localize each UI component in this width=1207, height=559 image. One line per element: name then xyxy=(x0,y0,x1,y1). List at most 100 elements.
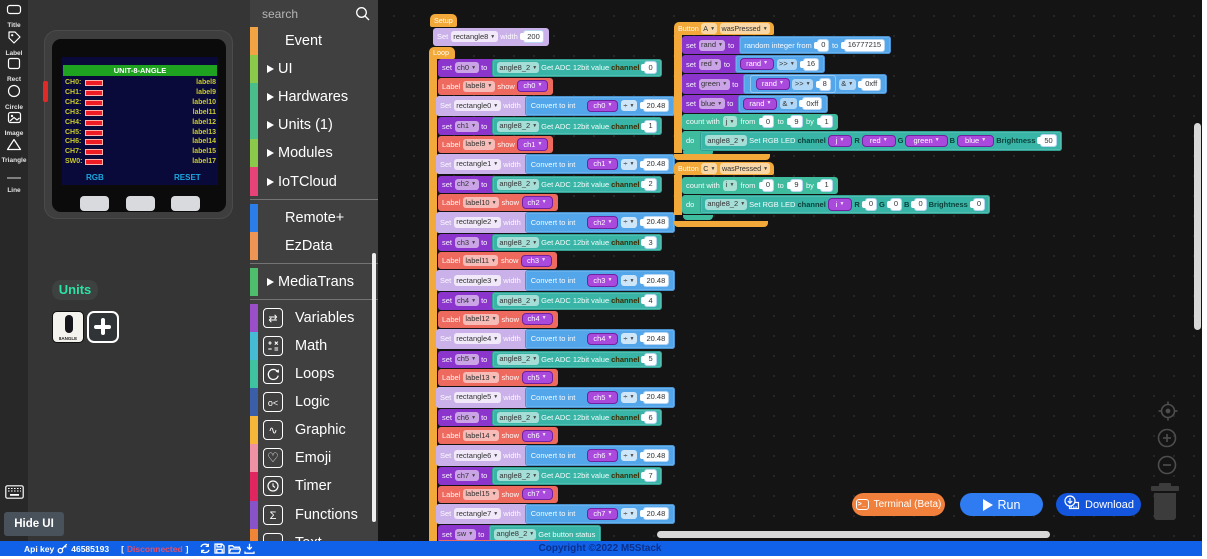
variable-block[interactable]: ch2 ▼ xyxy=(521,196,553,209)
tool-label[interactable]: Label xyxy=(0,30,28,57)
number-field[interactable]: 6 xyxy=(641,411,657,425)
dropdown-field[interactable]: angle8_2 ▼ xyxy=(497,178,540,190)
number-field[interactable]: 8 xyxy=(815,77,831,91)
block-set-ch0[interactable]: set ch0 ▼ to angle8_2 ▼ Get ADC 12bit value cha… xyxy=(438,59,663,77)
dropdown-field[interactable]: rectangle0 ▼ xyxy=(453,100,501,112)
variable-block[interactable]: ch1 ▼ xyxy=(517,138,549,151)
terminal-button[interactable]: >_ Terminal (Beta) xyxy=(852,493,945,516)
device-button-a[interactable] xyxy=(80,196,109,211)
dropdown-field[interactable]: green ▼ xyxy=(698,78,730,90)
number-field[interactable]: 20.48 xyxy=(639,390,670,404)
block-count-with-i[interactable]: count with i ▼ from 0 to 9 by 1 xyxy=(682,177,838,194)
value-block[interactable]: Convert to int ch7 ▼ ÷ ▼ 20.48 xyxy=(525,503,675,525)
number-field[interactable]: 5 xyxy=(641,352,657,366)
value-block[interactable]: angle8_2 ▼ Get ADC 12bit value channel 7 xyxy=(491,467,663,485)
dropdown-field[interactable]: C ▼ xyxy=(701,163,718,174)
palette-item-event[interactable]: Event xyxy=(250,27,378,56)
blockly-workspace[interactable]: Setup Set rectangle8 ▼ width 200 Loop set ch0 ▼ to… xyxy=(378,0,1202,541)
variable-block[interactable]: rand ▼ xyxy=(755,77,790,91)
variable-block[interactable]: j ▼ xyxy=(827,134,853,147)
dropdown-field[interactable]: label10 ▼ xyxy=(462,197,500,209)
dropdown-field[interactable]: ch3 ▼ xyxy=(454,237,479,249)
variable-block[interactable]: i ▼ xyxy=(827,198,853,211)
block-set-ch5[interactable]: set ch5 ▼ to angle8_2 ▼ Get ADC 12bit value cha… xyxy=(438,350,663,368)
palette-item-text[interactable]: a= Text xyxy=(250,528,378,541)
dropdown-field[interactable]: rectangle3 ▼ xyxy=(453,275,501,287)
value-block[interactable]: Convert to int ch5 ▼ ÷ ▼ 20.48 xyxy=(525,387,675,408)
dropdown-field[interactable]: ch2 ▼ xyxy=(454,178,479,190)
variable-block[interactable]: ch6 ▼ xyxy=(587,449,619,462)
dropdown-field[interactable]: angle8_2 ▼ xyxy=(497,237,540,249)
number-field[interactable]: 2 xyxy=(641,177,657,191)
dropdown-field[interactable]: i ▼ xyxy=(723,179,737,191)
hide-ui-button[interactable]: Hide UI xyxy=(4,512,64,536)
number-field[interactable]: 0 xyxy=(969,197,985,211)
block-label10-show[interactable]: Label label10 ▼ show ch2 ▼ xyxy=(438,194,558,212)
value-block[interactable]: angle8_2 ▼ Get ADC 12bit value channel 4 xyxy=(491,292,663,310)
dropdown-field[interactable]: rand ▼ xyxy=(698,39,726,51)
variable-block[interactable]: ch7 ▼ xyxy=(587,507,619,521)
dropdown-field[interactable]: sw ▼ xyxy=(454,528,476,540)
dropdown-field[interactable]: red ▼ xyxy=(698,58,722,70)
value-block[interactable]: Convert to int ch6 ▼ ÷ ▼ 20.48 xyxy=(525,445,675,466)
value-block[interactable]: angle8_2 ▼ Get ADC 12bit value channel 5 xyxy=(491,350,663,368)
value-block[interactable]: angle8_2 ▼ Set RGB LED channel i ▼ R 0 G 0 B 0 Brigh… xyxy=(699,194,991,214)
variable-block[interactable]: ch4 ▼ xyxy=(587,332,619,346)
value-block[interactable]: angle8_2 ▼ Get ADC 12bit value channel 6 xyxy=(491,408,663,427)
block-label15-show[interactable]: Label label15 ▼ show ch7 ▼ xyxy=(438,485,558,503)
number-field[interactable]: 20.48 xyxy=(639,157,670,171)
palette-scrollbar[interactable] xyxy=(372,253,376,522)
palette-item-ui[interactable]: UI xyxy=(250,55,378,84)
number-field[interactable]: 7 xyxy=(641,469,657,483)
block-set-rectangle2-width[interactable]: Set rectangle2 ▼ width Convert to int ch2 ▼ ÷ ▼ 2… xyxy=(436,212,675,233)
number-field[interactable]: 20.48 xyxy=(639,99,670,113)
block-set-red[interactable]: set red ▼ to rand ▼ >> ▼ 16 xyxy=(682,55,825,73)
variable-block[interactable]: ch1 ▼ xyxy=(587,157,619,171)
dropdown-field[interactable]: & ▼ xyxy=(779,98,797,110)
block-set-ch1[interactable]: set ch1 ▼ to angle8_2 ▼ Get ADC 12bit value cha… xyxy=(438,117,663,135)
dropdown-field[interactable]: label9 ▼ xyxy=(462,138,495,150)
block-set-ch3[interactable]: set ch3 ▼ to angle8_2 ▼ Get ADC 12bit value cha… xyxy=(438,233,663,252)
block-set-rand[interactable]: set rand ▼ to random integer from 0 to 16777215 xyxy=(682,36,891,54)
block-set-rgb-led-c[interactable]: do angle8_2 ▼ Set RGB LED channel i ▼ R 0 G 0 B 0 Bri… xyxy=(682,194,991,214)
tool-rect[interactable]: Rect xyxy=(0,57,28,83)
palette-item-graphic[interactable]: ∿ Graphic xyxy=(250,416,378,445)
variable-block[interactable]: rand ▼ xyxy=(743,97,778,110)
number-field[interactable]: 0 xyxy=(814,38,830,52)
dropdown-field[interactable]: ÷ ▼ xyxy=(620,275,637,287)
dropdown-field[interactable]: ch4 ▼ xyxy=(454,295,479,307)
number-field[interactable]: 9 xyxy=(787,115,803,129)
number-field[interactable]: 9 xyxy=(787,178,803,192)
variable-block[interactable]: red ▼ xyxy=(861,134,896,147)
block-set-green[interactable]: set green ▼ to rand ▼ >> ▼ 8 & ▼ 0xff xyxy=(682,74,887,94)
variable-block[interactable]: green ▼ xyxy=(905,134,948,147)
dropdown-field[interactable]: wasPressed ▼ xyxy=(719,163,771,174)
dropdown-field[interactable]: rectangle5 ▼ xyxy=(453,391,501,403)
number-field[interactable]: 20.48 xyxy=(639,449,670,463)
dropdown-field[interactable]: angle8_2 ▼ xyxy=(497,353,540,365)
block-button-c-header[interactable]: Button C ▼ wasPressed ▼ xyxy=(674,162,775,175)
block-label12-show[interactable]: Label label12 ▼ show ch4 ▼ xyxy=(438,310,558,328)
add-unit-button[interactable] xyxy=(87,311,119,343)
dropdown-field[interactable]: angle8_2 ▼ xyxy=(497,295,540,307)
block-set-rectangle0-width[interactable]: Set rectangle0 ▼ width Convert to int ch0 ▼ ÷ ▼ 2… xyxy=(436,95,675,116)
value-block[interactable]: angle8_2 ▼ Get button status xyxy=(488,525,601,541)
variable-block[interactable]: ch3 ▼ xyxy=(587,274,619,287)
palette-item-ezdata[interactable]: EzData xyxy=(250,231,378,260)
number-field[interactable]: 20.48 xyxy=(639,215,670,229)
zoom-out-icon[interactable] xyxy=(1156,454,1182,481)
dropdown-field[interactable]: label15 ▼ xyxy=(462,488,500,500)
dropdown-field[interactable]: ch1 ▼ xyxy=(454,120,479,132)
block-set-blue[interactable]: set blue ▼ to rand ▼ & ▼ 0xff xyxy=(682,95,828,113)
block-set-ch4[interactable]: set ch4 ▼ to angle8_2 ▼ Get ADC 12bit value cha… xyxy=(438,292,663,310)
variable-block[interactable]: ch7 ▼ xyxy=(521,487,553,501)
number-field[interactable]: 1 xyxy=(817,178,833,192)
dropdown-field[interactable]: blue ▼ xyxy=(698,98,725,110)
block-button-a-header[interactable]: Button A ▼ wasPressed ▼ xyxy=(674,22,774,35)
dropdown-field[interactable]: label12 ▼ xyxy=(462,313,500,325)
zoom-in-icon[interactable] xyxy=(1156,427,1182,454)
dropdown-field[interactable]: rectangle8 ▼ xyxy=(450,31,498,42)
block-set-ch2[interactable]: set ch2 ▼ to angle8_2 ▼ Get ADC 12bit value cha… xyxy=(438,175,663,194)
folder-icon[interactable] xyxy=(227,544,241,554)
